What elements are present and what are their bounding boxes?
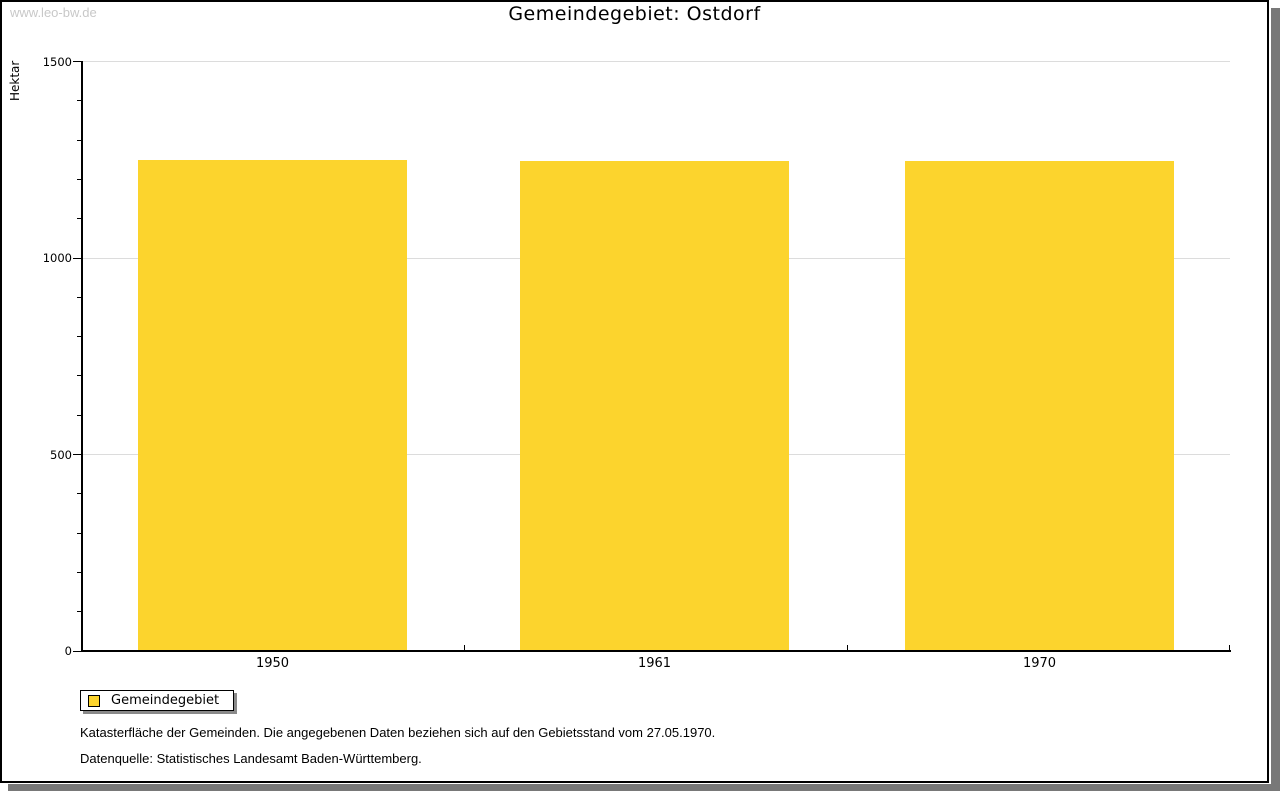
x-tick-label-1961: 1961 (637, 656, 672, 671)
legend-swatch-gemeindegebiet (88, 694, 100, 707)
y-tick-label-500: 500 (50, 447, 72, 462)
y-minor-tick-800 (77, 336, 81, 338)
bar-1950 (138, 159, 407, 651)
y-minor-tick-400 (77, 493, 81, 495)
y-minor-tick-600 (77, 414, 81, 416)
y-tick-label-1500: 1500 (42, 54, 72, 69)
x-tick-label-1950: 1950 (255, 656, 290, 671)
y-tick-1000 (73, 257, 81, 259)
footnote-source-note: Katasterfläche der Gemeinden. Die angege… (80, 725, 716, 740)
y-tick-0 (73, 650, 81, 652)
footnote-data-source: Datenquelle: Statistisches Landesamt Bad… (80, 751, 422, 766)
bar-1961 (520, 160, 789, 651)
frame-shadow-bottom (8, 784, 1271, 791)
y-minor-tick-1200 (77, 178, 81, 180)
y-axis-line (81, 61, 83, 652)
y-tick-label-1000: 1000 (42, 251, 72, 265)
x-separator-tick-1 (847, 645, 848, 650)
y-minor-tick-300 (77, 532, 81, 534)
x-axis-end-tick (1229, 645, 1230, 650)
y-minor-tick-900 (77, 296, 81, 298)
gridline-1500 (82, 61, 1230, 62)
watermark-text: www.leo-bw.de (10, 5, 97, 20)
y-minor-tick-1400 (77, 100, 81, 102)
bar-1970 (905, 160, 1174, 651)
x-separator-tick-0 (463, 645, 465, 650)
y-tick-label-0: 0 (64, 644, 72, 658)
y-tick-500 (73, 454, 81, 455)
y-minor-tick-1300 (77, 139, 81, 141)
frame-shadow-right (1271, 8, 1280, 791)
legend: Gemeindegebiet (80, 690, 235, 711)
chart-title: Gemeindegebiet: Ostdorf (508, 3, 761, 25)
y-tick-1500 (73, 61, 81, 62)
y-minor-tick-100 (77, 611, 81, 613)
x-axis-line (81, 650, 1231, 652)
y-minor-tick-700 (77, 375, 81, 377)
y-axis-label: Hektar (8, 60, 22, 101)
y-minor-tick-200 (77, 571, 81, 573)
legend-label: Gemeindegebiet (111, 693, 220, 708)
x-tick-label-1970: 1970 (1022, 656, 1057, 671)
y-minor-tick-1100 (77, 218, 81, 220)
